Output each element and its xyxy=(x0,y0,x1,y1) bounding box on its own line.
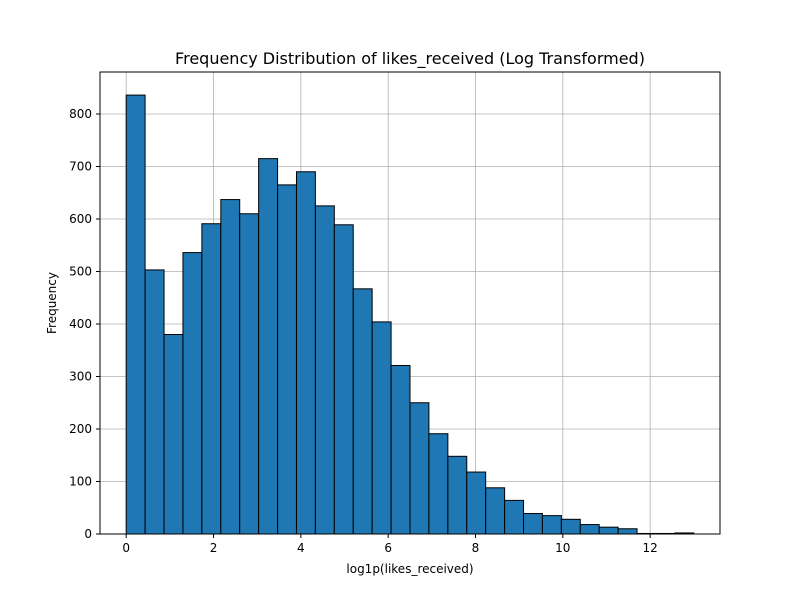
histogram-bar xyxy=(390,364,411,535)
y-tick-label: 800 xyxy=(69,107,92,121)
histogram-bar xyxy=(314,205,335,535)
histogram-bar xyxy=(560,518,581,535)
y-tick-label: 600 xyxy=(69,212,92,226)
x-axis-label: log1p(likes_received) xyxy=(346,562,473,576)
y-axis-ticks: 0 100 200 300 400 500 600 700 800 xyxy=(69,107,100,541)
histogram-bar xyxy=(201,223,222,535)
y-tick-label: 400 xyxy=(69,317,92,331)
histogram-bar xyxy=(144,269,165,535)
y-tick-label: 200 xyxy=(69,422,92,436)
histogram-bar xyxy=(163,334,184,535)
y-tick-label: 0 xyxy=(84,527,92,541)
histogram-bar xyxy=(333,224,354,535)
x-tick-label: 0 xyxy=(122,541,130,555)
histogram-bar xyxy=(598,526,619,535)
histogram-bar xyxy=(541,515,562,535)
histogram-bar xyxy=(277,184,297,535)
plot-frame xyxy=(99,71,721,535)
histogram-bar xyxy=(504,499,525,535)
histogram-bar xyxy=(617,528,638,535)
histogram-bar xyxy=(220,199,241,535)
histogram-bar xyxy=(125,94,146,535)
histogram-bar xyxy=(485,487,506,535)
histogram-bar xyxy=(579,524,600,535)
histogram-bar xyxy=(258,158,279,535)
y-tick-label: 100 xyxy=(69,475,92,489)
histogram-bar xyxy=(409,402,430,535)
x-tick-label: 2 xyxy=(210,541,218,555)
histogram-bar xyxy=(428,433,449,535)
histogram-bar xyxy=(352,288,373,535)
x-tick-label: 6 xyxy=(384,541,392,555)
histogram-bar xyxy=(182,252,203,535)
histogram-bar xyxy=(466,471,487,535)
y-tick-label: 700 xyxy=(69,160,92,174)
x-tick-label: 8 xyxy=(472,541,480,555)
chart-title: Frequency Distribution of likes_received… xyxy=(175,49,645,69)
histogram-bar xyxy=(523,513,543,535)
y-tick-label: 300 xyxy=(69,370,92,384)
x-tick-label: 12 xyxy=(643,541,658,555)
x-tick-label: 4 xyxy=(297,541,305,555)
histogram-bar xyxy=(371,321,392,535)
histogram-bar xyxy=(447,455,468,535)
histogram-bar xyxy=(239,213,260,535)
histogram-bars xyxy=(125,94,695,535)
histogram-bar xyxy=(295,171,316,535)
y-axis-label: Frequency xyxy=(45,272,59,334)
x-axis-ticks: 0 2 4 6 8 10 12 xyxy=(122,534,658,555)
y-tick-label: 500 xyxy=(69,265,92,279)
x-tick-label: 10 xyxy=(555,541,570,555)
